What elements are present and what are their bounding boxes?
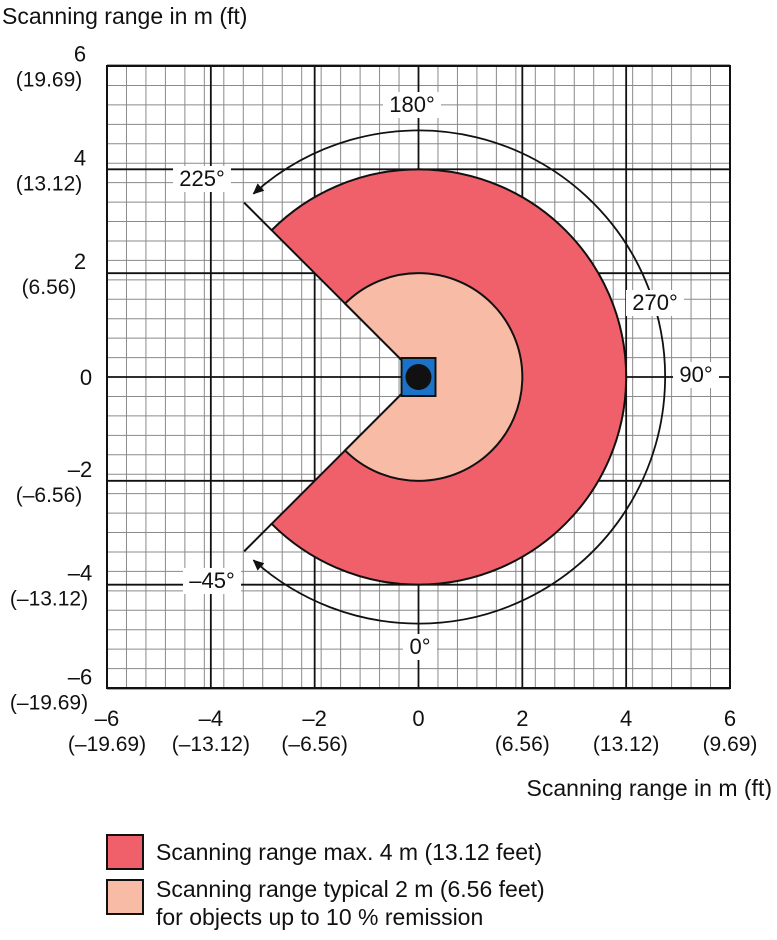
angle-label-bg xyxy=(403,634,437,660)
y-axis-label: Scanning range in m (ft) xyxy=(2,3,247,29)
y-tick-ft: (13.12) xyxy=(16,172,83,195)
legend-swatch-typical xyxy=(106,879,144,915)
legend-label-typical: Scanning range typical 2 m (6.56 feet) f… xyxy=(156,876,545,930)
angle-label: 90° xyxy=(679,362,712,387)
angle-label-bg xyxy=(626,290,684,316)
angle-label-bg xyxy=(183,568,241,594)
x-tick-ft: (–19.69) xyxy=(68,733,146,756)
x-tick-ft: (–6.56) xyxy=(281,733,348,756)
leader--45 xyxy=(243,523,273,553)
x-tick-ft: (13.12) xyxy=(593,733,660,756)
arc-to-minus45 xyxy=(252,559,419,625)
legend-label-max: Scanning range max. 4 m (13.12 feet) xyxy=(156,839,543,865)
y-tick-ft: (19.69) xyxy=(16,69,83,92)
angle-label-bg xyxy=(173,166,231,192)
angle-label: 180° xyxy=(389,92,435,117)
angle-arcs xyxy=(243,129,667,625)
x-tick-ft: (–13.12) xyxy=(172,733,250,756)
y-tick-m: –2 xyxy=(68,457,92,482)
x-tick-m: –4 xyxy=(199,706,223,731)
y-tick-m: 2 xyxy=(74,249,86,274)
plot-frame xyxy=(106,65,731,689)
angle-label-bg xyxy=(383,92,441,118)
x-tick-m: 2 xyxy=(516,706,528,731)
x-tick-m: 0 xyxy=(412,706,424,731)
legend-swatch-max xyxy=(106,834,144,870)
y-tick-ft: (–13.12) xyxy=(10,588,88,611)
x-tick-m: –2 xyxy=(302,706,326,731)
y-tick-m: –6 xyxy=(68,665,92,690)
sensor-lens xyxy=(405,364,432,390)
legend-item-max: Scanning range max. 4 m (13.12 feet) xyxy=(106,834,542,870)
x-axis-label: Scanning range in m (ft) xyxy=(527,775,772,800)
y-tick-ft: (–6.56) xyxy=(16,484,83,507)
scanning-range-chart: 6(19.69)4(13.12)2(6.56)0–2(–6.56)–4(–13.… xyxy=(2,3,772,800)
y-tick-ft: (–19.69) xyxy=(10,692,88,715)
angle-label: 270° xyxy=(632,290,678,315)
angle-labels: 180° 225° 270° 90° 0° –45° xyxy=(173,92,719,660)
x-tick-m: –6 xyxy=(95,706,119,731)
y-tick-m: 0 xyxy=(80,365,92,390)
y-tick-m: 4 xyxy=(74,145,86,170)
x-tick-m: 4 xyxy=(620,706,632,731)
tick-labels: 6(19.69)4(13.12)2(6.56)0–2(–6.56)–4(–13.… xyxy=(10,42,758,757)
angle-label-bg xyxy=(673,362,719,388)
y-tick-ft: (6.56) xyxy=(22,276,77,299)
angle-label: 225° xyxy=(179,166,225,191)
arc-to-225 xyxy=(252,129,667,625)
x-tick-m: 6 xyxy=(724,706,736,731)
leader-225 xyxy=(243,201,273,231)
legend-item-typical: Scanning range typical 2 m (6.56 feet) f… xyxy=(106,876,545,931)
sensor-icon xyxy=(400,357,437,397)
angle-label: –45° xyxy=(189,568,235,593)
x-tick-ft: (6.56) xyxy=(495,733,550,756)
x-tick-ft: (9.69) xyxy=(703,733,758,756)
angle-label: 0° xyxy=(409,634,430,659)
y-tick-m: –4 xyxy=(68,561,92,586)
y-tick-m: 6 xyxy=(74,42,86,67)
